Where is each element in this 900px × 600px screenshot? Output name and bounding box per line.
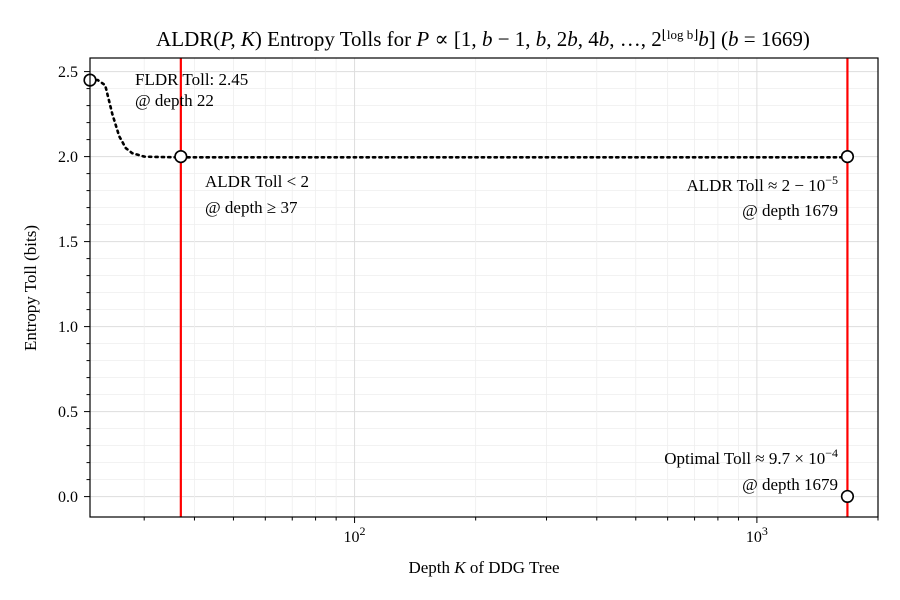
grid xyxy=(90,58,879,517)
svg-text:@ depth 22: @ depth 22 xyxy=(135,91,214,110)
y-axis-label: Entropy Toll (bits) xyxy=(21,225,40,351)
data-point xyxy=(174,150,188,164)
annotation-aldr-lt2: ALDR Toll < 2 @ depth ≥ 37 xyxy=(205,172,309,217)
svg-text:ALDR Toll ≈ 2 − 10−5: ALDR Toll ≈ 2 − 10−5 xyxy=(686,173,838,195)
y-axis-ticks: 0.0 0.5 1.0 1.5 2.0 2.5 xyxy=(58,64,90,506)
y-tick-label: 2.5 xyxy=(58,64,78,81)
svg-text:FLDR Toll: 2.45: FLDR Toll: 2.45 xyxy=(135,70,248,89)
series-line xyxy=(88,78,849,159)
plot-frame xyxy=(89,57,879,518)
data-point xyxy=(840,150,855,164)
x-axis-label: Depth K of DDG Tree xyxy=(408,558,559,577)
y-tick-label: 1.5 xyxy=(58,234,78,251)
data-point xyxy=(840,489,855,504)
svg-text:@ depth 1679: @ depth 1679 xyxy=(742,201,838,220)
y-tick-label: 1.0 xyxy=(58,319,78,336)
series xyxy=(88,78,849,159)
svg-text:ALDR Toll < 2: ALDR Toll < 2 xyxy=(205,172,309,191)
x-tick-label: 103 xyxy=(746,524,768,546)
annotation-aldr-approx: ALDR Toll ≈ 2 − 10−5 @ depth 1679 xyxy=(686,173,838,220)
y-tick-label: 2.0 xyxy=(58,149,78,166)
x-tick-label: 102 xyxy=(344,524,366,546)
annotation-fldr: FLDR Toll: 2.45 @ depth 22 xyxy=(135,70,248,110)
svg-text:Optimal Toll ≈ 9.7 × 10−4: Optimal Toll ≈ 9.7 × 10−4 xyxy=(664,446,838,468)
reference-lines xyxy=(179,58,849,517)
svg-text:@ depth 1679: @ depth 1679 xyxy=(742,475,838,494)
svg-text:@ depth ≥ 37: @ depth ≥ 37 xyxy=(205,198,298,217)
y-tick-label: 0.0 xyxy=(58,489,78,506)
y-tick-label: 0.5 xyxy=(58,404,78,421)
x-axis-ticks: 102 103 xyxy=(143,517,879,546)
annotation-optimal: Optimal Toll ≈ 9.7 × 10−4 @ depth 1679 xyxy=(664,446,838,494)
chart-title: ALDR(P, K) Entropy Tolls for P ∝ [1, b −… xyxy=(156,27,810,52)
